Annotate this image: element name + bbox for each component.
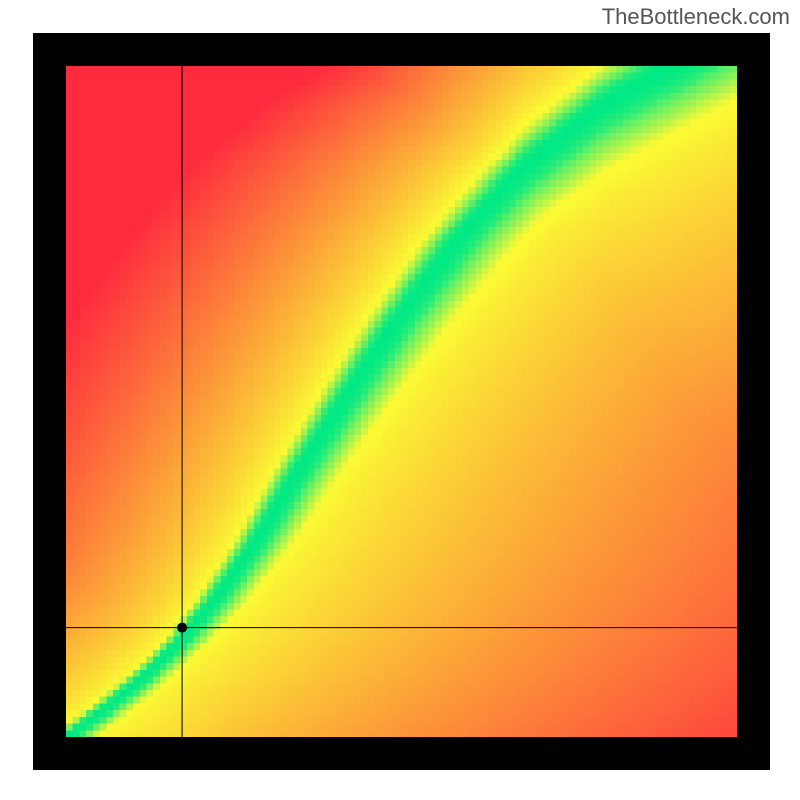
chart-container: TheBottleneck.com	[0, 0, 800, 800]
plot-frame	[33, 33, 770, 770]
heatmap-canvas	[66, 66, 737, 737]
watermark-text: TheBottleneck.com	[602, 4, 790, 30]
